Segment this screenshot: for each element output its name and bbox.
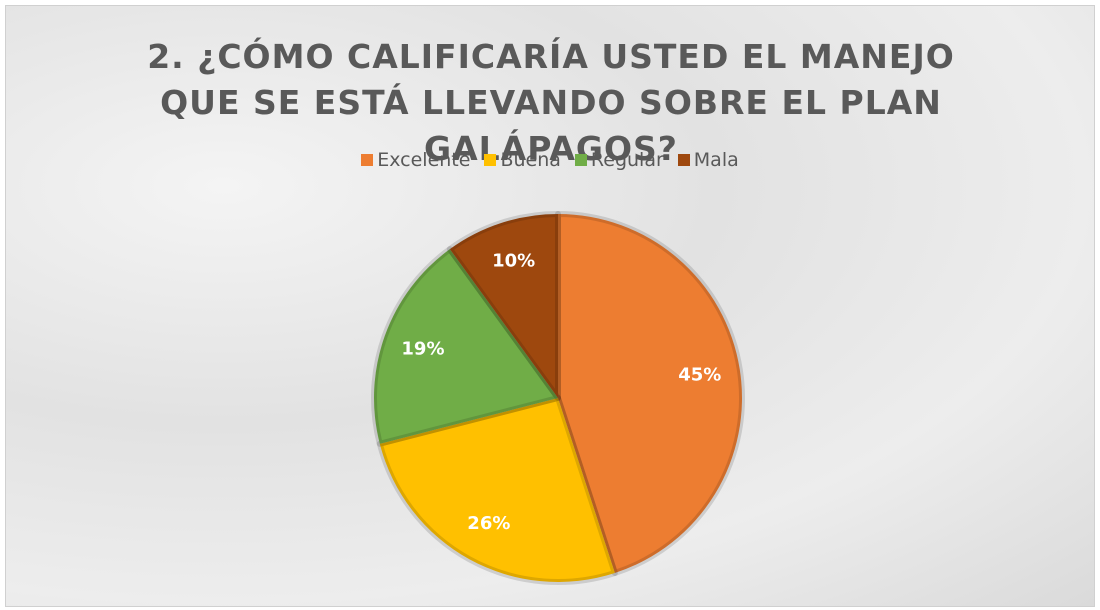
data-label: 26% [467,513,510,534]
legend-label: Regular [590,149,664,171]
chart-title: 2. ¿CÓMO CALIFICARÍA USTED EL MANEJO QUE… [147,37,955,168]
data-label: 19% [401,338,444,359]
chart-area: 2. ¿CÓMO CALIFICARÍA USTED EL MANEJO QUE… [5,5,1095,607]
pie-slice [446,211,561,401]
data-label: 45% [678,365,721,386]
legend-item: Regular [574,149,664,171]
data-label: 10% [492,251,535,272]
chart: 45% 26% 19% 10% [371,211,745,585]
legend-swatch [677,154,690,166]
legend-swatch [574,154,587,166]
legend-item: Buena [484,149,561,171]
legend-item: Mala [677,149,739,171]
legend-label: Buena [500,149,561,171]
legend-label: Mala [693,149,739,171]
legend-label: Excelente [377,149,471,171]
legend-swatch [484,154,497,166]
pie-slice [555,211,745,576]
legend-swatch [361,154,374,166]
pie-slice [376,395,618,585]
legend-item: Excelente [361,149,470,171]
pie-slice [371,246,561,447]
legend: Excelente Buena Regular Mala [6,149,1094,171]
